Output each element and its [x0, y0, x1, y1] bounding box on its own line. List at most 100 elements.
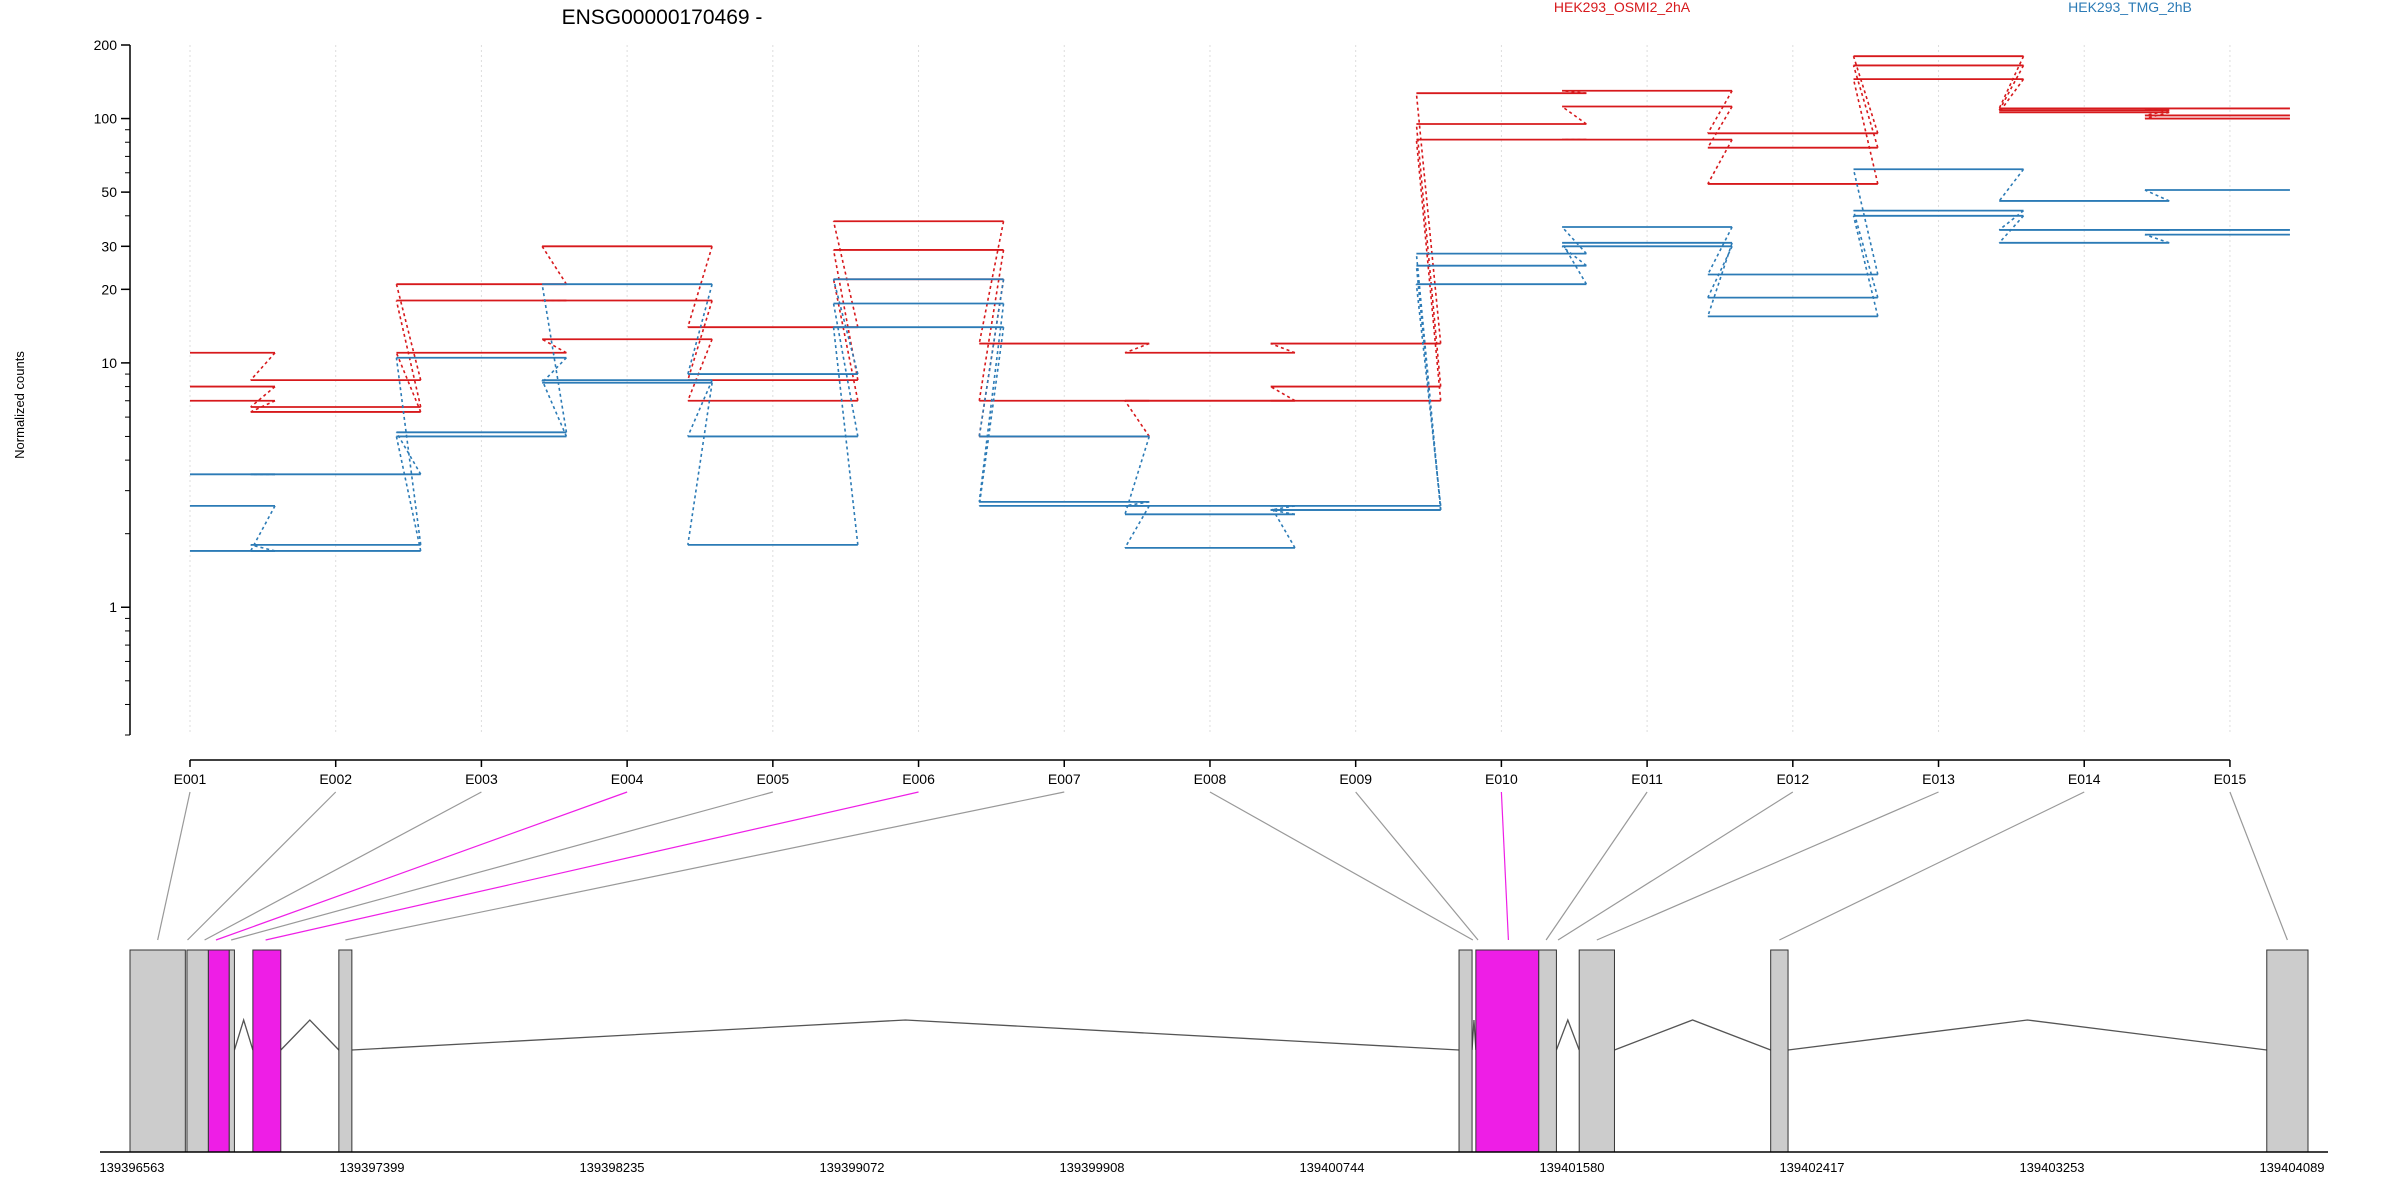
- connector-e011: [1545, 791, 1648, 941]
- data-connector: [832, 327, 859, 545]
- data-connector: [1561, 245, 1587, 267]
- genomic-coordinate-label: 139400744: [1299, 1160, 1364, 1175]
- data-connector: [2144, 111, 2170, 120]
- connector-e004: [215, 791, 628, 941]
- connector-e001: [157, 791, 191, 941]
- x-tick-label-e002: E002: [319, 771, 352, 787]
- data-connector: [250, 544, 276, 552]
- connector-e015: [2229, 791, 2288, 941]
- data-connector: [978, 327, 1005, 506]
- x-tick-label-e004: E004: [611, 771, 644, 787]
- data-connector: [687, 379, 713, 437]
- data-connector: [832, 249, 859, 381]
- data-connector: [1852, 78, 1879, 185]
- genomic-coordinate-label: 139402417: [1779, 1160, 1844, 1175]
- x-tick-label-e012: E012: [1776, 771, 1809, 787]
- legend-osmi2: HEK293_OSMI2_2hA: [1554, 0, 1691, 15]
- x-tick-label-e005: E005: [756, 771, 789, 787]
- exon-box: [1538, 949, 1557, 1153]
- y-tick-label: 200: [94, 37, 118, 53]
- gene-model: 139396563 139397399 139398235 139399072 1393…: [99, 949, 2328, 1175]
- data-connector: [1270, 342, 1296, 354]
- data-connector: [1124, 400, 1150, 437]
- data-connector: [1561, 242, 1588, 285]
- connector-e005: [231, 791, 773, 941]
- data-connector: [1124, 505, 1150, 549]
- exon-box: [2266, 949, 2309, 1153]
- data-connector: [1124, 342, 1150, 354]
- data-connector: [687, 283, 713, 375]
- data-connector: [687, 300, 713, 381]
- x-tick-label-e008: E008: [1194, 771, 1227, 787]
- exon-box: [1458, 949, 1473, 1153]
- data-connector: [541, 357, 567, 384]
- connector-e002: [187, 791, 337, 941]
- y-tick-label: 20: [101, 281, 117, 297]
- data-connector: [687, 338, 713, 402]
- legend-tmg: HEK293_TMG_2hB: [2068, 0, 2192, 15]
- intron-line: [1555, 1018, 1580, 1051]
- data-connector: [2144, 233, 2170, 244]
- labels: ENSG00000170469 - Normalized counts HEK2…: [12, 0, 2192, 459]
- data-connector: [1415, 139, 1442, 401]
- series-3: [190, 78, 2290, 438]
- data-connector: [395, 352, 422, 413]
- data-connector: [1561, 105, 1587, 125]
- data-connector: [1707, 245, 1733, 298]
- data-connector: [395, 357, 422, 545]
- genomic-coordinate-label: 139398235: [579, 1160, 644, 1175]
- data-connector: [1415, 265, 1442, 511]
- x-tick-label-e009: E009: [1339, 771, 1372, 787]
- y-axis-label: Normalized counts: [12, 351, 27, 459]
- series-5: [190, 209, 2290, 552]
- x-tick-label-e013: E013: [1922, 771, 1955, 787]
- intron-line: [351, 1019, 1460, 1051]
- data-connector: [1852, 215, 1879, 317]
- series-1: [190, 55, 2290, 382]
- data-connector: [978, 249, 1005, 401]
- highlighted-exon-box: [1475, 949, 1540, 1153]
- data-connector: [250, 385, 276, 408]
- data-connector: [687, 382, 713, 545]
- data-connector: [1415, 123, 1442, 387]
- connector-e008: [1209, 791, 1474, 941]
- data-connector: [250, 352, 276, 381]
- data-connector: [1269, 505, 1296, 549]
- data-connector: [250, 505, 276, 552]
- highlighted-exon-box: [207, 949, 230, 1153]
- data-connector: [1998, 65, 2025, 111]
- exon-box: [186, 949, 209, 1153]
- x-tick-label-e014: E014: [2068, 771, 2101, 787]
- data-connector: [1707, 226, 1733, 275]
- data-connector: [978, 221, 1005, 344]
- data-connector: [978, 279, 1005, 437]
- series-4: [190, 168, 2290, 516]
- data-connector: [2144, 189, 2170, 202]
- data-connector: [1998, 209, 2025, 231]
- data-connector: [1852, 65, 1879, 148]
- genomic-coordinate-label: 139396563: [99, 1160, 164, 1175]
- vertical-grid: [189, 45, 2231, 735]
- genomic-coordinate-label: 139399072: [819, 1160, 884, 1175]
- data-connector: [1415, 284, 1442, 506]
- chart-title: ENSG00000170469 -: [562, 6, 763, 29]
- intron-line: [1787, 1019, 2267, 1051]
- y-tick-label: 50: [101, 184, 117, 200]
- exon-box: [129, 949, 186, 1153]
- connector-e009: [1355, 791, 1479, 941]
- genomic-coordinate-label: 139399908: [1059, 1160, 1124, 1175]
- data-connector: [541, 284, 568, 433]
- y-tick-label: 100: [94, 111, 118, 127]
- data-connector: [1707, 242, 1733, 317]
- y-tick-label: 10: [101, 355, 117, 371]
- connector-e003: [204, 791, 482, 941]
- intron-line: [1471, 1019, 1477, 1051]
- intron-line: [233, 1017, 254, 1051]
- y-tick-label: 30: [101, 238, 117, 254]
- x-tick-label-e010: E010: [1485, 771, 1518, 787]
- data-connector: [1998, 55, 2025, 109]
- data-connector: [1707, 106, 1733, 149]
- genomic-coordinate-label: 139404089: [2259, 1160, 2324, 1175]
- connector-e010: [1500, 791, 1510, 941]
